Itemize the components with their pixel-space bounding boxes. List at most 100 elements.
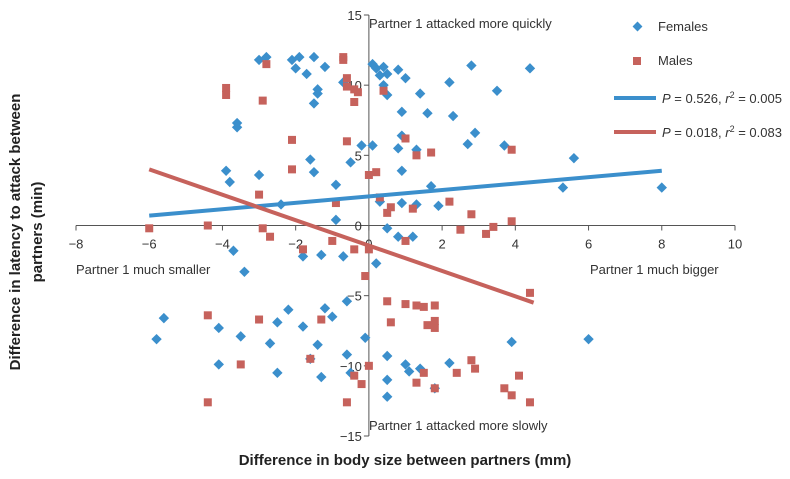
female-data-point — [444, 357, 455, 369]
male-data-point — [342, 82, 351, 91]
male-data-point — [364, 170, 373, 179]
female-data-point — [400, 72, 411, 84]
legend: Females Males P = 0.526, r2 = 0.005 P = … — [614, 19, 782, 140]
male-data-point — [145, 224, 154, 233]
annotation-top: Partner 1 attacked more quickly — [369, 16, 552, 31]
annotation-right: Partner 1 much bigger — [590, 262, 719, 277]
female-data-point — [381, 374, 393, 386]
female-data-point — [444, 77, 455, 88]
male-data-point — [525, 288, 534, 297]
legend-item-male-fit: P = 0.018, r2 = 0.083 — [614, 124, 782, 140]
female-data-point — [371, 258, 382, 269]
male-data-point — [423, 321, 432, 330]
male-data-point — [288, 135, 297, 144]
x-axis-title: Difference in body size between partners… — [239, 452, 572, 469]
female-data-point — [506, 336, 517, 348]
female-data-point — [392, 231, 404, 242]
trend-lines — [148, 167, 662, 305]
female-data-point — [297, 321, 309, 332]
male-data-point — [379, 86, 388, 95]
y-tick-label: 5 — [355, 148, 362, 163]
male-data-point — [412, 378, 421, 387]
female-data-point — [367, 140, 378, 151]
male-data-point — [412, 151, 421, 160]
female-data-point — [491, 85, 503, 96]
x-tick-labels: −8−6−4−20246810 — [69, 237, 743, 252]
male-data-point — [331, 199, 340, 208]
male-data-point — [412, 301, 421, 310]
female-data-point — [656, 182, 667, 193]
male-data-point — [372, 168, 381, 177]
female-data-point — [224, 176, 235, 188]
female-data-point — [392, 64, 404, 75]
female-data-point — [228, 245, 239, 256]
male-data-point — [203, 221, 212, 230]
x-tick-label: −8 — [69, 237, 84, 252]
female-data-point — [396, 165, 408, 176]
female-data-point — [466, 60, 477, 71]
male-data-point — [386, 203, 395, 212]
male-data-point — [203, 311, 212, 320]
male-data-point — [258, 224, 267, 233]
male-data-point — [361, 272, 370, 281]
y-tick-label: −5 — [347, 289, 362, 304]
male-data-point — [430, 323, 439, 332]
male-data-point — [255, 190, 264, 199]
legend-label-female-fit: P = 0.526, r2 = 0.005 — [662, 90, 782, 106]
male-data-point — [236, 360, 245, 369]
female-data-point — [378, 61, 389, 73]
male-data-point — [339, 55, 348, 64]
female-data-point — [462, 138, 473, 150]
male-data-point — [298, 245, 307, 254]
legend-label-females: Females — [658, 19, 708, 34]
annotation-left: Partner 1 much smaller — [76, 262, 211, 277]
male-data-point — [507, 145, 516, 154]
female-data-point — [396, 197, 408, 209]
male-data-point — [328, 236, 337, 245]
x-tick-label: −6 — [142, 237, 157, 252]
y-tick-labels: 151050−5−10−15 — [340, 8, 362, 444]
female-data-point — [290, 63, 301, 74]
male-data-point — [350, 371, 359, 380]
male-data-point — [255, 315, 264, 324]
male-trend-line — [148, 167, 535, 305]
female-data-point — [261, 51, 272, 63]
legend-marker-square — [633, 57, 641, 65]
male-data-point — [408, 204, 417, 213]
female-data-point — [381, 350, 393, 362]
male-data-point — [222, 83, 231, 92]
female-data-point — [151, 333, 162, 345]
female-data-point — [425, 181, 437, 192]
y-axis-title-line-2: partners (min) — [29, 182, 46, 283]
female-data-point — [422, 108, 433, 119]
female-data-point — [220, 165, 232, 176]
female-data-point — [400, 359, 411, 370]
female-data-point — [253, 169, 265, 181]
female-data-point — [433, 200, 444, 212]
female-data-point — [272, 317, 283, 328]
female-data-point — [316, 371, 327, 383]
male-data-point — [306, 354, 315, 363]
x-tick-label: 6 — [585, 237, 592, 252]
male-data-point — [350, 98, 359, 107]
female-data-point — [341, 349, 353, 360]
female-data-point — [297, 251, 309, 262]
female-data-point — [568, 152, 580, 164]
female-data-point — [308, 166, 320, 178]
female-data-point — [381, 68, 393, 80]
female-trend-line — [149, 168, 662, 218]
female-data-point — [319, 303, 331, 314]
male-data-point — [401, 134, 410, 143]
female-data-point — [345, 157, 356, 168]
male-data-point — [386, 318, 395, 327]
x-tick-label: 2 — [438, 237, 445, 252]
male-data-point — [353, 88, 362, 97]
male-data-point — [222, 90, 231, 99]
male-data-point — [430, 384, 439, 393]
x-tick-label: 8 — [658, 237, 665, 252]
female-data-point — [319, 61, 331, 73]
male-data-point — [430, 316, 439, 325]
male-data-point — [430, 301, 439, 310]
female-data-point — [231, 122, 243, 133]
